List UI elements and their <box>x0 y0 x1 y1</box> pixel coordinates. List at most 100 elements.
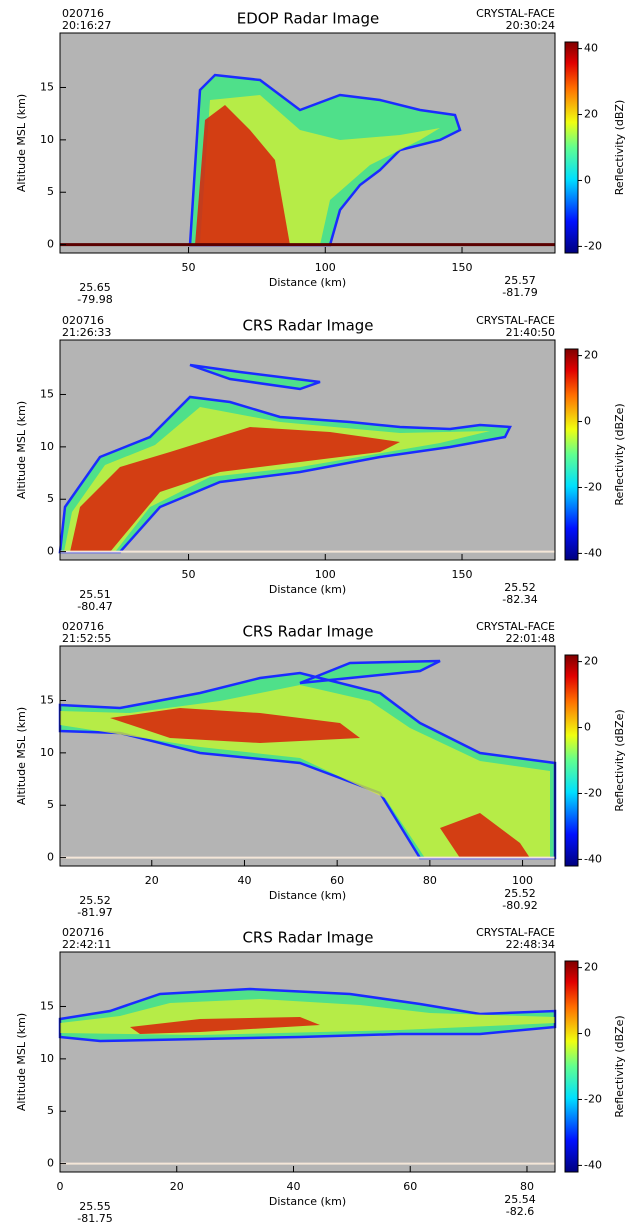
x-tick-label: 100 <box>315 568 336 581</box>
y-tick-label: 15 <box>40 693 54 706</box>
y-tick-label: 5 <box>47 798 54 811</box>
colorbar-tick-label: 40 <box>584 42 598 55</box>
y-axis-label: Altitude MSL (km) <box>15 401 28 499</box>
x-tick-label: 40 <box>237 874 251 887</box>
colorbar-tick-label: -20 <box>584 480 602 493</box>
campaign: CRYSTAL-FACE <box>476 620 555 633</box>
end-lon: -81.79 <box>502 286 537 299</box>
echo-core <box>195 105 290 245</box>
echo-core <box>130 1017 320 1034</box>
x-tick-label: 40 <box>286 1180 300 1193</box>
start-lat: 25.51 <box>79 588 111 601</box>
colorbar-label: Reflectivity (dBZe) <box>613 403 626 505</box>
y-tick-label: 0 <box>47 238 54 251</box>
date: 020716 <box>62 314 104 327</box>
colorbar-tick-label: 20 <box>584 349 598 362</box>
colorbar-tick-label: 20 <box>584 655 598 668</box>
end-lat: 25.52 <box>504 887 536 900</box>
chart-title: CRS Radar Image <box>242 317 373 335</box>
end-lon: -82.6 <box>506 1205 534 1218</box>
colorbar-tick-label: -40 <box>584 546 602 559</box>
plot-frame <box>59 951 556 1173</box>
colorbar-tick-label: 20 <box>584 961 598 974</box>
start-lon: -79.98 <box>77 293 112 306</box>
x-tick-label: 150 <box>452 261 473 274</box>
x-tick-label: 60 <box>330 874 344 887</box>
campaign: CRYSTAL-FACE <box>476 926 555 939</box>
echo-core <box>70 427 400 552</box>
colorbar-tick-label: -20 <box>584 1092 602 1105</box>
colorbar-label: Reflectivity (dBZ) <box>613 100 626 196</box>
end-lon: -80.92 <box>502 899 537 912</box>
colorbar-tick-label: -40 <box>584 1158 602 1171</box>
start-lon: -80.47 <box>77 600 112 613</box>
end-lat: 25.52 <box>504 581 536 594</box>
colorbar-label: Reflectivity (dBZe) <box>613 1015 626 1117</box>
y-axis-label: Altitude MSL (km) <box>15 707 28 805</box>
x-tick-label: 100 <box>512 874 533 887</box>
date: 020716 <box>62 7 104 20</box>
start-time: 21:52:55 <box>62 632 111 645</box>
plot-frame <box>59 645 556 867</box>
start-time: 20:16:27 <box>62 19 111 32</box>
date: 020716 <box>62 620 104 633</box>
y-tick-label: 0 <box>47 545 54 558</box>
x-tick-label: 50 <box>182 261 196 274</box>
date: 020716 <box>62 926 104 939</box>
end-time: 22:48:34 <box>506 938 555 951</box>
x-tick-label: 50 <box>182 568 196 581</box>
x-axis-label: Distance (km) <box>269 583 346 596</box>
x-axis-label: Distance (km) <box>269 276 346 289</box>
start-lon: -81.75 <box>77 1212 112 1225</box>
colorbar <box>564 41 579 254</box>
colorbar <box>564 348 579 561</box>
colorbar-tick-label: 0 <box>584 721 591 734</box>
chart-title: CRS Radar Image <box>242 929 373 947</box>
panel: 50 100 150 0 5 10 15 Distance (km) Altitude MSL … <box>15 7 626 306</box>
y-axis-label: Altitude MSL (km) <box>15 1013 28 1111</box>
y-tick-label: 5 <box>47 185 54 198</box>
echo-core <box>110 708 530 858</box>
chart-title: EDOP Radar Image <box>237 10 380 28</box>
x-tick-label: 0 <box>57 1180 64 1193</box>
panel: 0 20 40 60 80 0 5 10 15 Distance (km) Altitude MSL… <box>15 926 626 1225</box>
x-tick-label: 80 <box>520 1180 534 1193</box>
end-time: 21:40:50 <box>506 326 555 339</box>
y-axis-label: Altitude MSL (km) <box>15 94 28 192</box>
colorbar-tick-label: -20 <box>584 786 602 799</box>
y-tick-label: 10 <box>40 133 54 146</box>
colorbar-tick-label: 20 <box>584 108 598 121</box>
start-lat: 25.52 <box>79 894 111 907</box>
end-time: 22:01:48 <box>506 632 555 645</box>
chart-title: CRS Radar Image <box>242 623 373 641</box>
y-tick-label: 10 <box>40 746 54 759</box>
panel: 20 40 60 80 100 0 5 10 15 Distance (km) Altitude M… <box>15 620 626 919</box>
plot-frame <box>59 32 556 254</box>
plot-frame <box>59 339 556 561</box>
colorbar-tick-label: -40 <box>584 852 602 865</box>
y-tick-label: 15 <box>40 387 54 400</box>
colorbar-tick-label: -20 <box>584 239 602 252</box>
plot-background <box>60 952 555 1172</box>
colorbar-label: Reflectivity (dBZe) <box>613 709 626 811</box>
x-tick-label: 80 <box>423 874 437 887</box>
y-tick-label: 5 <box>47 1104 54 1117</box>
end-lon: -82.34 <box>502 593 537 606</box>
panel: 50 100 150 0 5 10 15 Distance (km) Altitude MSL … <box>15 314 626 613</box>
x-tick-label: 20 <box>145 874 159 887</box>
colorbar <box>564 960 579 1173</box>
start-lon: -81.97 <box>77 906 112 919</box>
y-tick-label: 0 <box>47 1157 54 1170</box>
colorbar-tick-label: 0 <box>584 415 591 428</box>
y-tick-label: 15 <box>40 80 54 93</box>
x-axis-label: Distance (km) <box>269 889 346 902</box>
end-time: 20:30:24 <box>506 19 555 32</box>
start-time: 21:26:33 <box>62 326 111 339</box>
x-tick-label: 100 <box>315 261 336 274</box>
campaign: CRYSTAL-FACE <box>476 314 555 327</box>
y-tick-label: 10 <box>40 440 54 453</box>
start-lat: 25.55 <box>79 1200 111 1213</box>
y-tick-label: 10 <box>40 1052 54 1065</box>
y-tick-label: 15 <box>40 999 54 1012</box>
